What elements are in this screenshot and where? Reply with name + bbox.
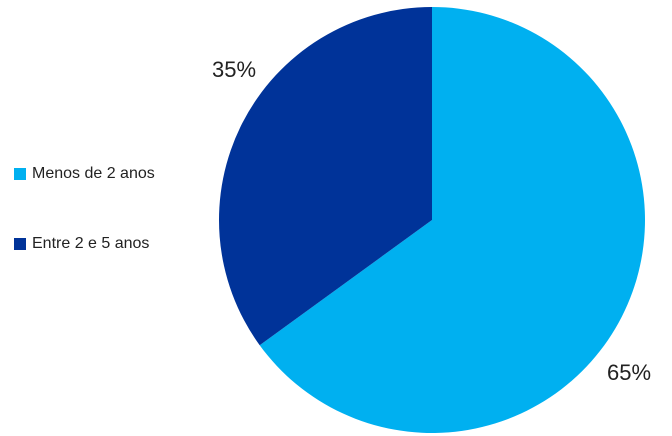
pie-slice-menos-de-2-anos (259, 7, 645, 434)
legend-item-menos-de-2-anos: Menos de 2 anos (14, 164, 155, 184)
legend-label: Menos de 2 anos (32, 165, 155, 182)
legend: Menos de 2 anos Entre 2 e 5 anos (14, 164, 155, 304)
data-label-menos-de-2-anos: 65% (607, 360, 651, 385)
pie-slice-entre-2-e-5-anos (219, 7, 432, 346)
legend-item-entre-2-e-5-anos: Entre 2 e 5 anos (14, 234, 155, 254)
data-label-entre-2-e-5-anos: 35% (212, 57, 256, 82)
legend-swatch (14, 238, 26, 250)
legend-label: Entre 2 e 5 anos (32, 235, 150, 252)
legend-swatch (14, 168, 26, 180)
